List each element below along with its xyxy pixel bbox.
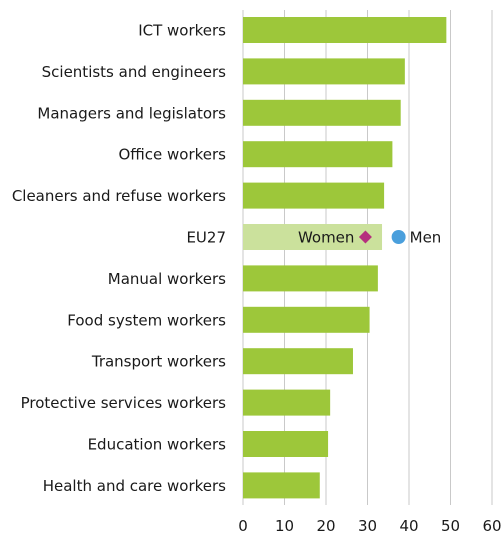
x-tick-label-50: 50 (441, 517, 460, 535)
marker-women (358, 230, 372, 244)
x-axis-ticks: 0 10 20 30 40 50 60 (238, 517, 501, 535)
x-tick-label-0: 0 (238, 517, 248, 535)
category-label-7: Food system workers (67, 311, 226, 329)
bar-4 (243, 182, 385, 209)
x-tick-label-10: 10 (275, 517, 294, 535)
category-label-2: Managers and legislators (37, 104, 226, 122)
category-label-6: Manual workers (108, 270, 226, 288)
legend-markers: Women Men (298, 229, 441, 247)
marker-men (391, 230, 406, 244)
bar-10 (243, 431, 329, 457)
category-label-0: ICT workers (138, 22, 226, 40)
gridlines (242, 10, 493, 505)
bar-3 (243, 141, 393, 168)
x-tick-label-20: 20 (316, 517, 335, 535)
category-label-11: Health and care workers (43, 477, 226, 495)
x-tick-label-60: 60 (482, 517, 501, 535)
bar-0 (243, 17, 447, 43)
category-label-9: Protective services workers (21, 394, 227, 412)
x-tick-label-40: 40 (399, 517, 418, 535)
x-tick-label-30: 30 (358, 517, 377, 535)
bar-8 (243, 348, 353, 375)
category-label-10: Education workers (88, 436, 227, 454)
category-labels: ICT workers Scientists and engineers Manag… (12, 22, 226, 495)
bar-6 (243, 265, 378, 292)
bar-7 (243, 306, 370, 333)
bars (243, 17, 447, 499)
category-label-4: Cleaners and refuse workers (12, 187, 226, 205)
category-label-5: EU27 (186, 229, 226, 247)
bar-1 (243, 58, 405, 85)
bar-5 (243, 224, 383, 250)
category-label-3: Office workers (118, 146, 226, 164)
bar-9 (243, 389, 331, 416)
bar-2 (243, 99, 401, 126)
category-label-1: Scientists and engineers (42, 63, 227, 81)
category-label-8: Transport workers (91, 353, 226, 371)
legend-label-men: Men (410, 229, 442, 247)
bar-11 (243, 472, 320, 499)
legend-label-women: Women (298, 229, 354, 247)
